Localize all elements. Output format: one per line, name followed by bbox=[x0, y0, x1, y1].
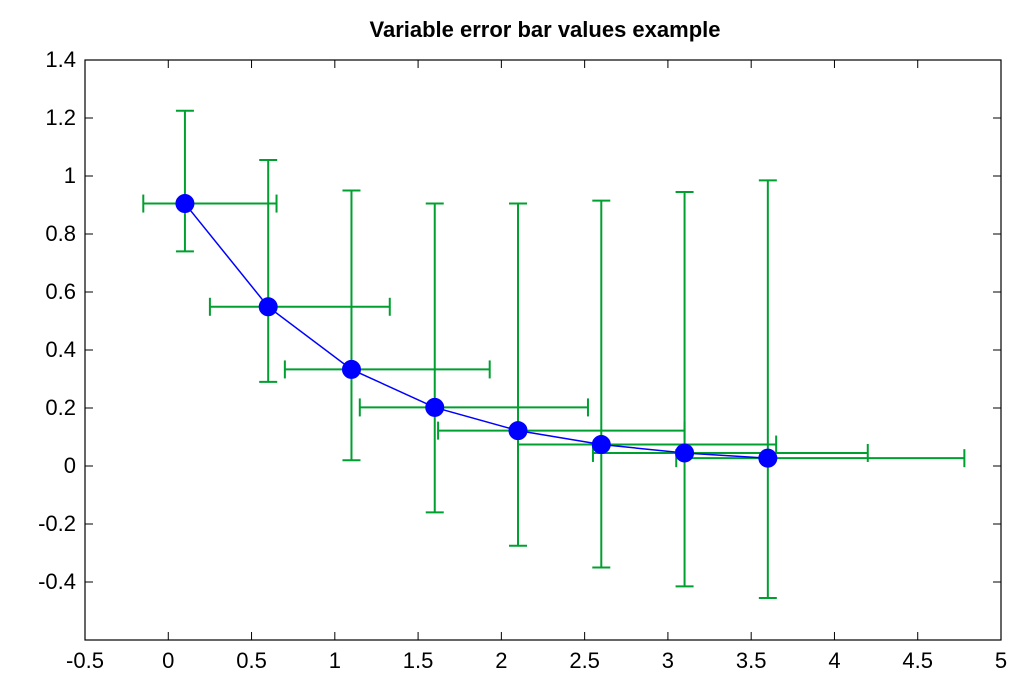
y-tick-label: 0.2 bbox=[45, 395, 76, 420]
x-tick-label: -0.5 bbox=[66, 648, 104, 673]
error-bar bbox=[358, 202, 589, 514]
data-point bbox=[758, 448, 778, 468]
error-bar bbox=[283, 189, 491, 462]
x-tick-label: 1.5 bbox=[403, 648, 434, 673]
y-tick-label: 0.4 bbox=[45, 337, 76, 362]
y-tick-label: 0.6 bbox=[45, 279, 76, 304]
x-tick-label: 0 bbox=[162, 648, 174, 673]
x-tick-label: 1 bbox=[329, 648, 341, 673]
data-point bbox=[425, 397, 445, 417]
data-point bbox=[175, 194, 195, 214]
error-bar bbox=[142, 109, 278, 253]
y-tick-label: -0.2 bbox=[38, 511, 76, 536]
y-tick-label: 0.8 bbox=[45, 221, 76, 246]
error-bar bbox=[437, 202, 686, 547]
x-tick-label: 5 bbox=[995, 648, 1007, 673]
error-bar bbox=[208, 159, 391, 383]
x-tick-label: 2.5 bbox=[569, 648, 600, 673]
y-tick-label: -0.4 bbox=[38, 569, 76, 594]
data-point bbox=[508, 421, 528, 441]
plot-area: -0.5 0 0.5 1 1.5 2 2.5 3 3.5 4 4.5 5 -0.4 -0.2 0 0.2 0.4… bbox=[38, 47, 1007, 673]
series-line bbox=[184, 203, 768, 459]
x-tick-label: 3 bbox=[662, 648, 674, 673]
data-point bbox=[341, 359, 361, 379]
y-tick-label: 1.2 bbox=[45, 105, 76, 130]
x-tick-label: 2 bbox=[495, 648, 507, 673]
chart-title: Variable error bar values example bbox=[370, 17, 721, 42]
data-point bbox=[675, 443, 695, 463]
y-tick-label: 1 bbox=[64, 163, 76, 188]
x-tick-label: 0.5 bbox=[236, 648, 267, 673]
data-point bbox=[258, 297, 278, 317]
x-tick-label: 3.5 bbox=[736, 648, 767, 673]
x-tick-label: 4.5 bbox=[902, 648, 933, 673]
error-bar bbox=[675, 179, 966, 599]
data-point bbox=[591, 435, 611, 455]
y-tick-label: 0 bbox=[64, 453, 76, 478]
y-tick-label: 1.4 bbox=[45, 47, 76, 72]
x-tick-label: 4 bbox=[828, 648, 840, 673]
